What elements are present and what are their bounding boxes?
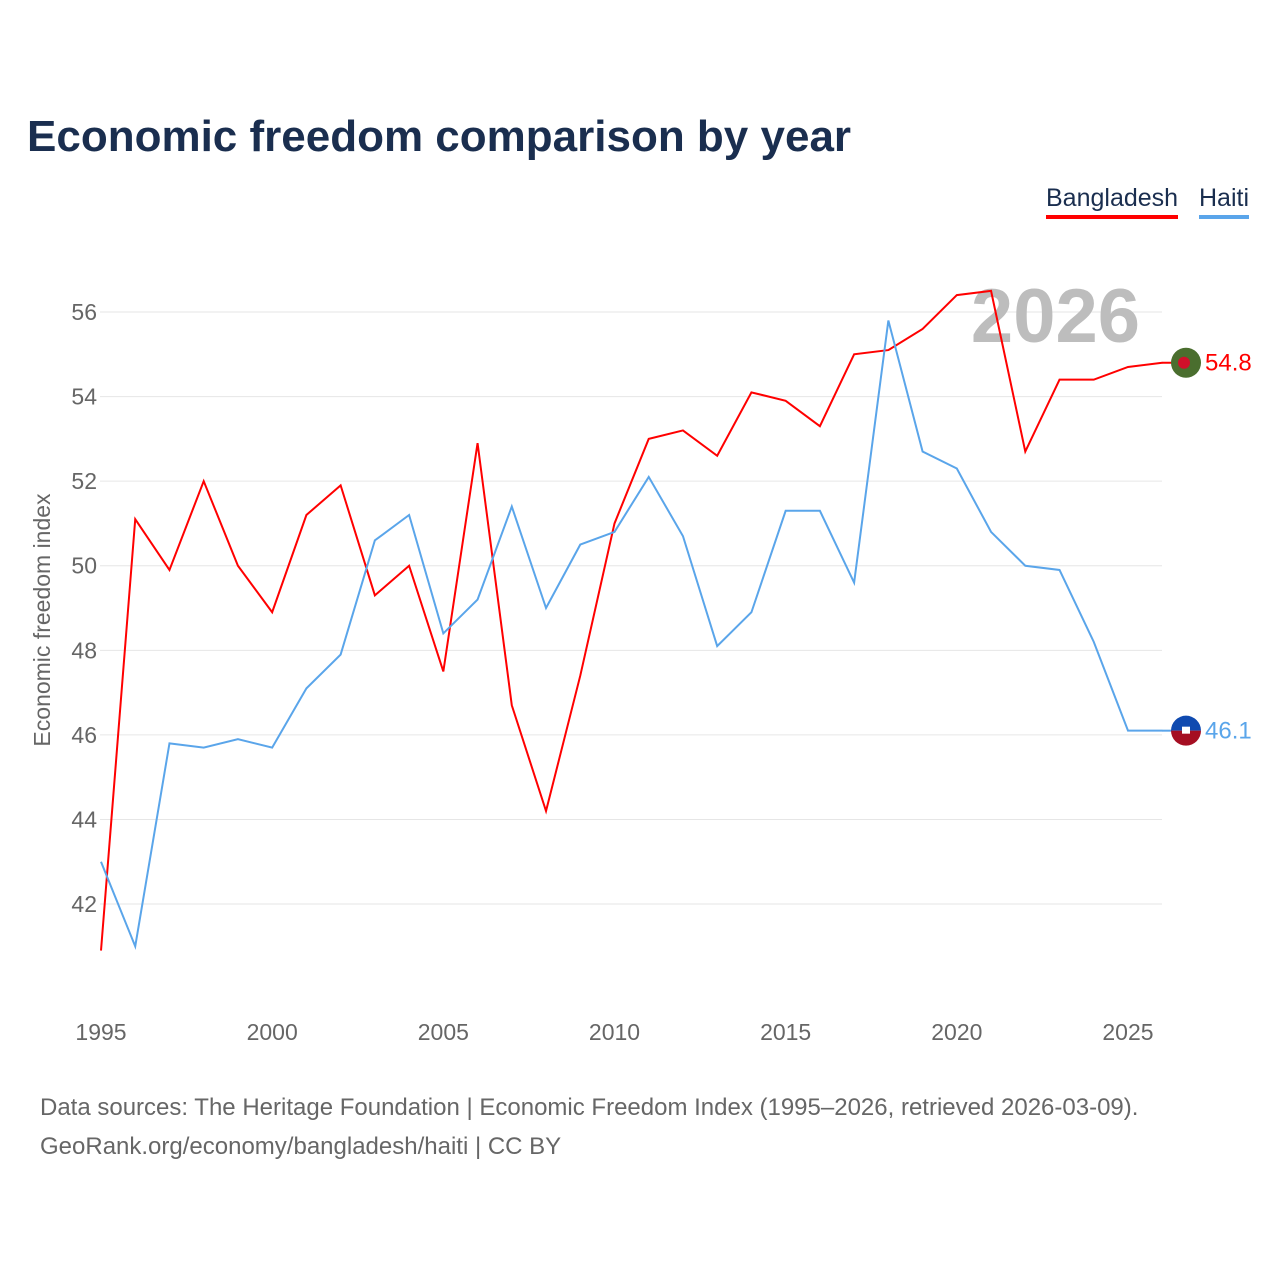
source-note: Data sources: The Heritage Foundation | … [40, 1088, 1138, 1166]
series-line-bangladesh [100, 289, 1163, 951]
legend-bangladesh[interactable]: Bangladesh [1046, 184, 1179, 219]
chart-title: Economic freedom comparison by year [27, 112, 852, 161]
y-tick-label: 56 [71, 299, 97, 325]
y-tick-label: 42 [71, 891, 97, 917]
source-line-2: GeoRank.org/economy/bangladesh/haiti | C… [40, 1133, 562, 1160]
x-tick-label: 2005 [418, 1019, 469, 1045]
year-watermark: 2026 [971, 274, 1140, 359]
series-line-haiti [100, 320, 1163, 951]
x-tick-label: 2010 [589, 1019, 640, 1045]
x-tick-label: 2025 [1102, 1019, 1153, 1045]
x-tick-label: 2015 [760, 1019, 811, 1045]
legend-haiti[interactable]: Haiti [1199, 184, 1250, 219]
x-tick-label: 2020 [931, 1019, 982, 1045]
x-tick-label: 1995 [75, 1019, 126, 1045]
x-tick-label: 2000 [247, 1019, 298, 1045]
y-tick-label: 52 [71, 468, 97, 494]
y-tick-label: 54 [71, 384, 97, 410]
end-value-label: 46.1 [1205, 718, 1252, 745]
y-axis-label: Economic freedom index [29, 493, 55, 747]
flag-disc [1178, 356, 1190, 369]
source-line-1: Data sources: The Heritage Foundation | … [40, 1094, 1139, 1121]
flag-lower [1171, 730, 1201, 746]
y-tick-label: 46 [71, 722, 97, 748]
haiti-flag-icon [1171, 715, 1201, 731]
end-value-label: 54.8 [1205, 350, 1252, 377]
flag-emblem [1182, 726, 1190, 734]
y-tick-label: 48 [71, 637, 97, 663]
y-tick-label: 50 [71, 553, 97, 579]
y-tick-label: 44 [71, 806, 97, 832]
